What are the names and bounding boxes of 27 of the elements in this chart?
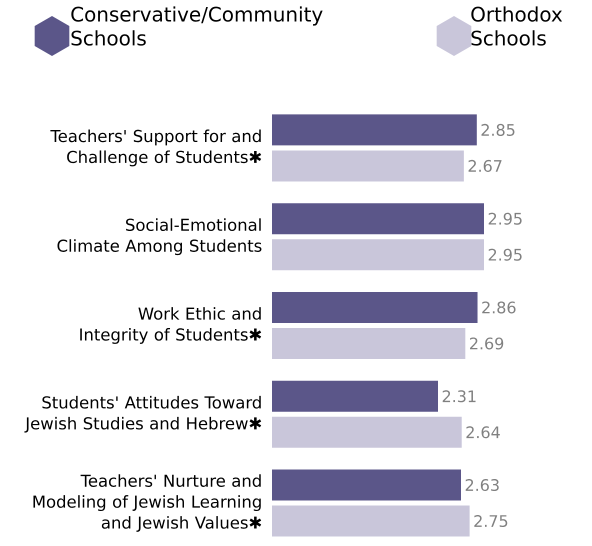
- bar: [272, 416, 462, 448]
- data-label: 2.75: [474, 515, 508, 528]
- data-label: 2.31: [442, 390, 476, 402]
- bar: [272, 239, 484, 270]
- bar: [272, 380, 438, 412]
- y-tick-label: Social-Emotional Climate Among Students: [57, 218, 262, 256]
- y-tick-label: Students' Attitudes Toward Jewish Studies and Hebrew✱: [24, 396, 262, 433]
- data-label: 2.85: [482, 124, 514, 136]
- bar: [272, 506, 470, 537]
- y-tick-label: Work Ethic and Integrity of Students✱: [80, 307, 262, 344]
- data-label: 2.63: [466, 479, 499, 492]
- y-tick-label: Teachers' Support for and Challenge of Students✱: [50, 130, 262, 166]
- legend-label: Orthodox Schools: [471, 6, 562, 46]
- data-label: 2.69: [470, 337, 504, 350]
- data-label: 2.95: [488, 212, 522, 225]
- bar: [272, 114, 477, 146]
- bar: [272, 203, 484, 234]
- data-label: 2.95: [488, 248, 522, 261]
- bar: [272, 328, 466, 359]
- data-label: 2.67: [468, 160, 502, 172]
- data-label: 2.64: [466, 426, 500, 438]
- bar: [272, 150, 464, 182]
- y-tick-label: Teachers' Nurture and Modeling of Jewish Learning and Jewish Values✱: [33, 474, 262, 532]
- data-label: 2.86: [482, 301, 516, 314]
- bar: [272, 292, 478, 323]
- bar: [272, 470, 462, 501]
- legend-label: Conservative/Community Schools: [71, 6, 323, 46]
